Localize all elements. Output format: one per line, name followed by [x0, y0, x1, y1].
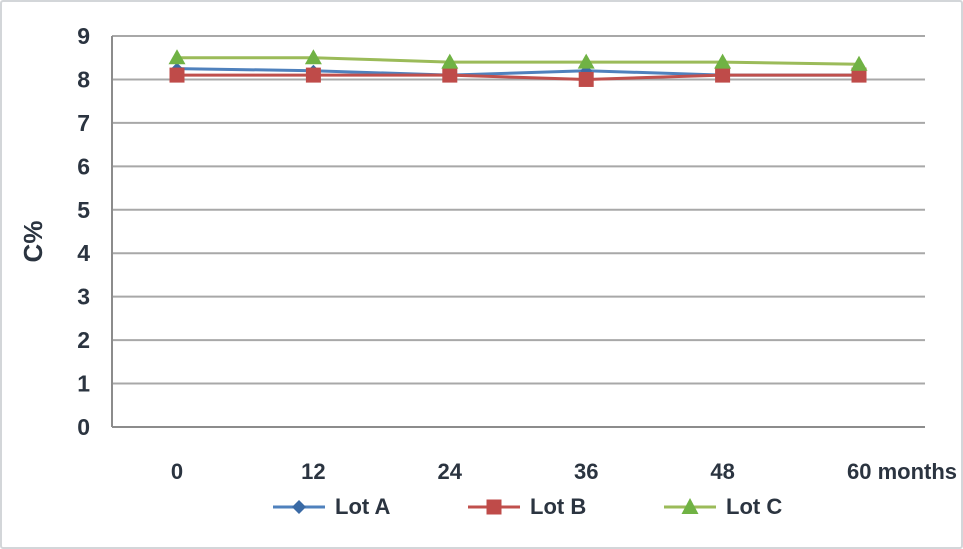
series-line-lot-b	[177, 73, 859, 81]
y-tick-label: 1	[77, 371, 90, 397]
x-tick-label: 0	[171, 459, 183, 484]
lot-a-diamond-marker-icon	[273, 500, 325, 514]
square-marker-lot-b	[305, 67, 321, 83]
x-tick-label: 12	[301, 459, 325, 484]
legend-item-lot-b: Lot B	[466, 493, 586, 521]
x-tick-label: 48	[710, 459, 734, 484]
y-tick-label: 5	[77, 197, 90, 223]
legend-item-lot-c: Lot C	[662, 493, 782, 521]
square-marker-lot-b	[715, 67, 731, 83]
y-axis-title: C%	[18, 221, 48, 263]
square-marker-lot-b	[851, 67, 867, 83]
square-marker-lot-b	[169, 67, 185, 83]
y-tick-label: 3	[77, 284, 90, 310]
triangle-marker-lot-c	[168, 49, 186, 65]
y-tick-label: 9	[77, 23, 90, 49]
x-tick-label: 36	[574, 459, 598, 484]
triangle-marker-lot-c	[304, 49, 322, 65]
triangle-marker-lot-c	[441, 53, 459, 69]
legend-label-lot-b: Lot B	[530, 494, 587, 519]
legend: Lot A Lot B Lot C	[2, 493, 961, 523]
triangle-marker-lot-c	[577, 53, 595, 69]
x-tick-label: 60 months	[847, 459, 957, 484]
lot-c-triangle-marker-icon	[664, 498, 716, 514]
lot-b-square-marker-icon	[468, 499, 520, 515]
triangle-marker-lot-c	[850, 55, 868, 71]
legend-label-lot-a: Lot A	[335, 494, 391, 519]
triangle-marker-icon	[681, 498, 699, 514]
square-marker-icon	[486, 499, 502, 515]
square-marker-lot-b	[578, 71, 594, 87]
y-tick-label: 7	[77, 110, 90, 136]
y-tick-label: 6	[77, 153, 90, 179]
x-tick-label: 24	[438, 459, 463, 484]
triangle-marker-lot-c	[714, 53, 732, 69]
legend-item-lot-a: Lot A	[271, 493, 390, 521]
y-tick-label: 4	[77, 240, 90, 266]
y-tick-label: 0	[77, 414, 90, 440]
square-marker-lot-b	[442, 67, 458, 83]
series-line-lot-c	[177, 56, 860, 66]
y-tick-label: 8	[77, 66, 90, 92]
y-tick-label: 2	[77, 327, 90, 353]
diamond-marker-icon	[292, 500, 306, 514]
legend-label-lot-c: Lot C	[726, 494, 783, 519]
